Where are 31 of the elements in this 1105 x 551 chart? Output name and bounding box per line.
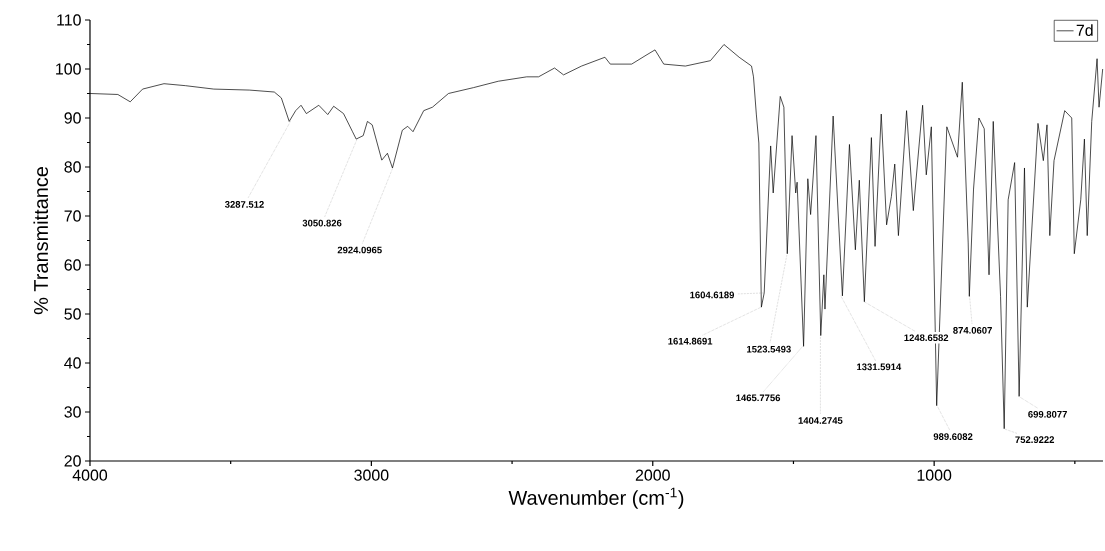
y-tick-label: 20 — [64, 455, 81, 467]
y-tick-label: 40 — [64, 357, 81, 369]
annotation: 699.8077 — [1028, 410, 1067, 418]
annotation: 1331.5914 — [857, 363, 902, 371]
annotation: 1404.2745 — [798, 417, 843, 424]
y-axis-title: % Transmittance — [33, 167, 49, 315]
x-axis-title: Wavenumber (cm$^{-1}$) — [508, 487, 684, 509]
y-tick-label: 80 — [64, 161, 81, 173]
x-tick-label: 4000 — [72, 469, 108, 481]
annotation: 989.6082 — [933, 433, 973, 440]
annotation: 752.9222 — [1015, 436, 1055, 444]
annotation: 1614.8691 — [668, 337, 713, 345]
annotation: 1523.5493 — [747, 345, 791, 353]
y-tick-label: 70 — [64, 210, 81, 222]
y-tick-label: 30 — [64, 406, 81, 418]
annotation: 1465.7756 — [736, 394, 781, 402]
annotation: 874.0607 — [953, 327, 992, 334]
y-tick-label: 60 — [64, 259, 81, 271]
y-tick-label: 50 — [64, 308, 81, 320]
x-tick-label: 2000 — [635, 469, 670, 481]
legend-label: 7d — [1076, 24, 1093, 36]
annotation: 3287.512 — [224, 201, 264, 208]
y-tick-label: 100 — [56, 63, 81, 75]
x-tick-label: 1000 — [917, 469, 952, 481]
annotation: 1248.6582 — [904, 334, 949, 342]
y-tick-label: 110 — [57, 14, 81, 26]
annotation: 2924.0965 — [337, 246, 382, 254]
annotation: 3050.826 — [302, 219, 342, 227]
annotation: 1604.6189 — [690, 291, 735, 299]
x-tick-label: 3000 — [354, 469, 389, 481]
y-tick-label: 90 — [64, 112, 81, 124]
